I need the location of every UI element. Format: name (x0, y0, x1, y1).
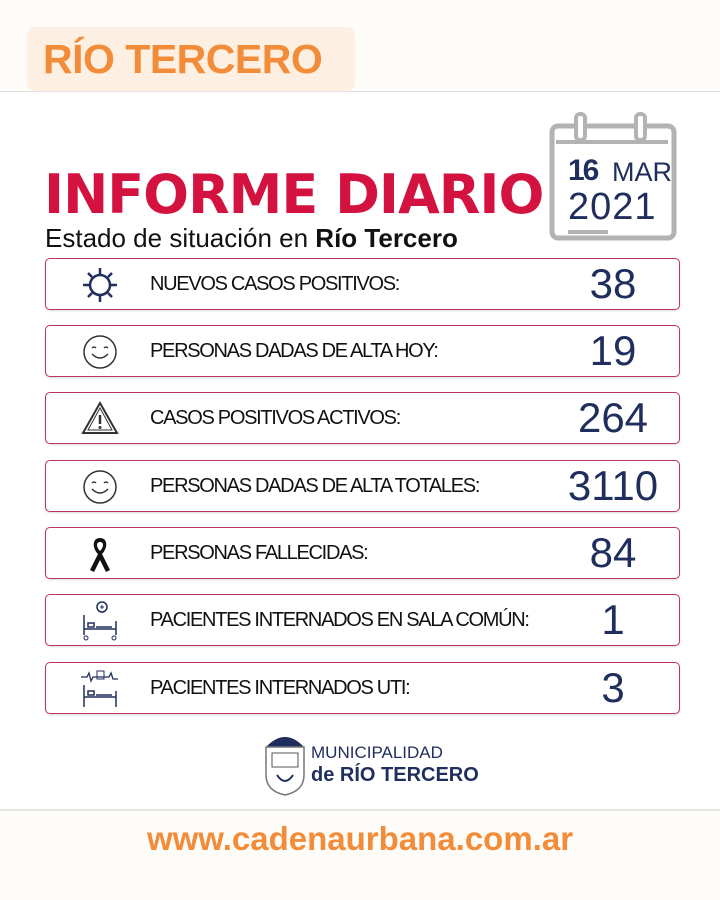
stat-label: PACIENTES INTERNADOS UTI: (150, 677, 411, 699)
stat-value: 84 (589, 529, 637, 576)
municipal-shield-logo (265, 737, 305, 796)
stat-row: CASOS POSITIVOS ACTIVOS: 264 (45, 392, 680, 444)
stat-row: PACIENTES INTERNADOS EN SALA COMÚN: 1 (45, 594, 680, 646)
warning-icon (81, 400, 119, 434)
stat-row: NUEVOS CASOS POSITIVOS: 38 (45, 258, 680, 310)
hospital-bed-icon (83, 601, 117, 641)
calendar-day: 16 (568, 154, 599, 187)
icu-bed-icon (81, 670, 118, 707)
city-tag: RÍO TERCERO (27, 27, 355, 91)
virus-icon (83, 268, 117, 302)
stat-label: NUEVOS CASOS POSITIVOS: (150, 273, 400, 295)
stat-row: PACIENTES INTERNADOS UTI: 3 (45, 662, 680, 714)
report-subtitle: Estado de situación en Río Tercero (45, 225, 458, 251)
stat-label: PERSONAS DADAS DE ALTA TOTALES: (150, 475, 480, 497)
stat-value: 3110 (567, 462, 659, 509)
stat-row: PERSONAS DADAS DE ALTA HOY: 19 (45, 325, 680, 377)
calendar-date: 16 MAR 2021 (548, 112, 678, 242)
calendar-icon (549, 112, 677, 241)
stat-value: 19 (589, 327, 637, 374)
stat-label: PERSONAS DADAS DE ALTA HOY: (150, 340, 439, 362)
stat-value: 264 (577, 394, 649, 441)
stat-value: 1 (601, 596, 625, 643)
logo-line2: de RÍO TERCERO (311, 764, 479, 786)
stat-label: CASOS POSITIVOS ACTIVOS: (150, 407, 401, 429)
smile-icon (83, 470, 117, 504)
stat-value: 3 (601, 664, 625, 711)
calendar-year: 2021 (568, 186, 657, 228)
mourning-ribbon-icon (90, 538, 110, 572)
subtitle-city: Río Tercero (315, 223, 458, 253)
stat-row: PERSONAS FALLECIDAS: 84 (45, 527, 680, 579)
stat-label: PERSONAS FALLECIDAS: (150, 542, 369, 564)
report-title: INFORME DIARIO (44, 163, 544, 226)
city-tag-text: RÍO TERCERO (43, 36, 323, 82)
stat-row: PERSONAS DADAS DE ALTA TOTALES: 3110 (45, 460, 680, 512)
stat-label: PACIENTES INTERNADOS EN SALA COMÚN: (150, 609, 530, 631)
logo-line1: MUNICIPALIDAD (311, 743, 443, 762)
subtitle-prefix: Estado de situación en (45, 223, 316, 253)
website-link[interactable]: www.cadenaurbana.com.ar (146, 820, 574, 857)
calendar-month: MAR (612, 157, 672, 187)
stat-value: 38 (589, 260, 637, 307)
smile-icon (83, 335, 117, 369)
